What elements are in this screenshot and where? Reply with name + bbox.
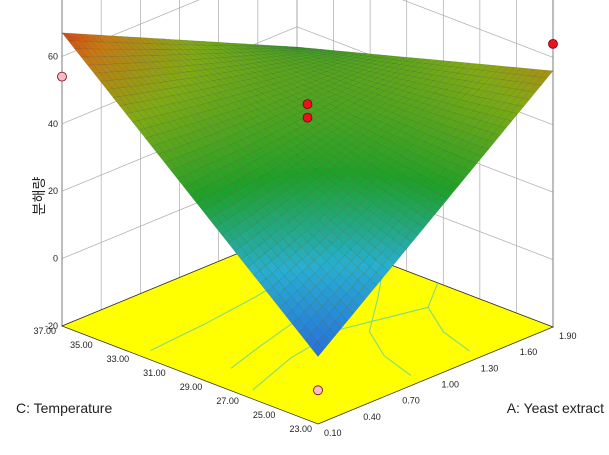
x-tick-label: 1.60 — [520, 347, 538, 357]
y-tick-label: 29.00 — [180, 382, 203, 392]
surface-cell — [311, 341, 325, 357]
tick-labels: -200204060800.100.400.701.001.301.601.90… — [33, 51, 577, 438]
design-point — [57, 71, 67, 82]
y-axis-label: C: Temperature — [16, 400, 112, 416]
design-point — [302, 99, 313, 109]
response-surface — [61, 32, 554, 357]
z-tick-label: 0 — [53, 254, 58, 264]
wall-gridline — [402, 0, 554, 58]
y-tick-label: 35.00 — [70, 340, 93, 350]
x-tick-label: 1.90 — [559, 331, 577, 341]
y-tick-label: 23.00 — [289, 424, 312, 434]
floor-contour — [427, 282, 471, 352]
floor-contour — [368, 271, 412, 376]
design-point — [302, 112, 313, 123]
y-tick-label: 31.00 — [143, 368, 166, 378]
x-tick-label: 0.70 — [402, 396, 420, 406]
x-tick-label: 1.30 — [481, 363, 499, 373]
z-axis-label: 분해량 — [31, 177, 47, 216]
z-tick-label: -20 — [45, 321, 58, 331]
y-tick-label: 25.00 — [253, 410, 276, 420]
y-tick-label: 27.00 — [216, 396, 239, 406]
x-tick-label: 1.00 — [442, 380, 460, 390]
y-tick-label: 33.00 — [107, 354, 130, 364]
z-tick-label: 20 — [48, 186, 58, 196]
x-axis-label: A: Yeast extract — [507, 400, 604, 416]
z-tick-label: 60 — [48, 51, 58, 61]
design-point — [548, 39, 558, 49]
x-tick-label: 0.40 — [363, 412, 381, 422]
y-tick-label: 37.00 — [33, 326, 56, 336]
z-tick-label: 40 — [48, 119, 58, 129]
x-tick-label: 0.10 — [324, 428, 342, 438]
design-point — [313, 385, 323, 396]
design-points — [57, 39, 558, 396]
